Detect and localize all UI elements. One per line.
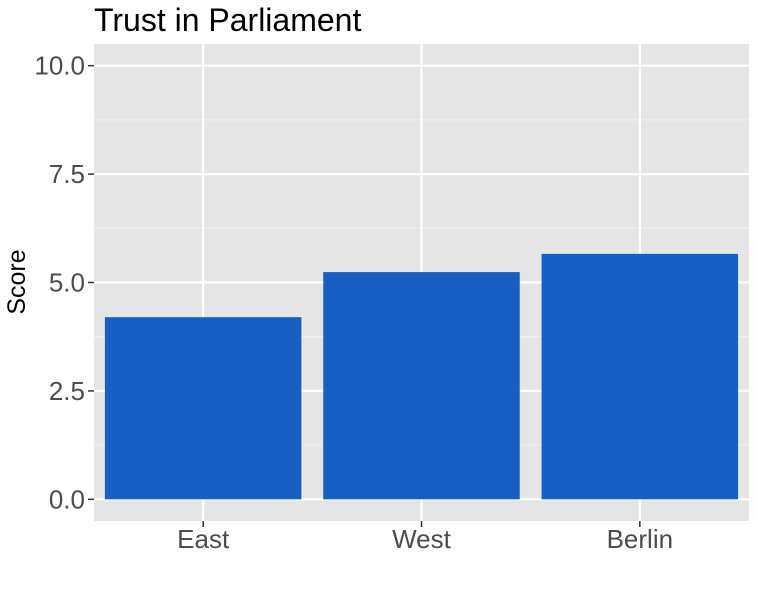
chart-title: Trust in Parliament (94, 2, 361, 38)
bar-berlin (541, 253, 739, 500)
y-tick-label: 2.5 (49, 376, 85, 406)
x-tick-label: West (392, 524, 452, 554)
y-tick-label: 10.0 (34, 51, 85, 81)
y-tick-label: 0.0 (49, 484, 85, 514)
y-tick-label: 5.0 (49, 268, 85, 298)
x-tick-label: East (177, 524, 230, 554)
axes: 0.0 2.5 5.0 7.5 10.0 East West Berlin (34, 51, 673, 554)
x-tick-label: Berlin (607, 524, 673, 554)
bar-east (104, 317, 302, 500)
y-axis-title: Score (3, 249, 31, 314)
bars (104, 253, 739, 500)
y-tick-label: 7.5 (49, 159, 85, 189)
bar-west (323, 272, 520, 500)
